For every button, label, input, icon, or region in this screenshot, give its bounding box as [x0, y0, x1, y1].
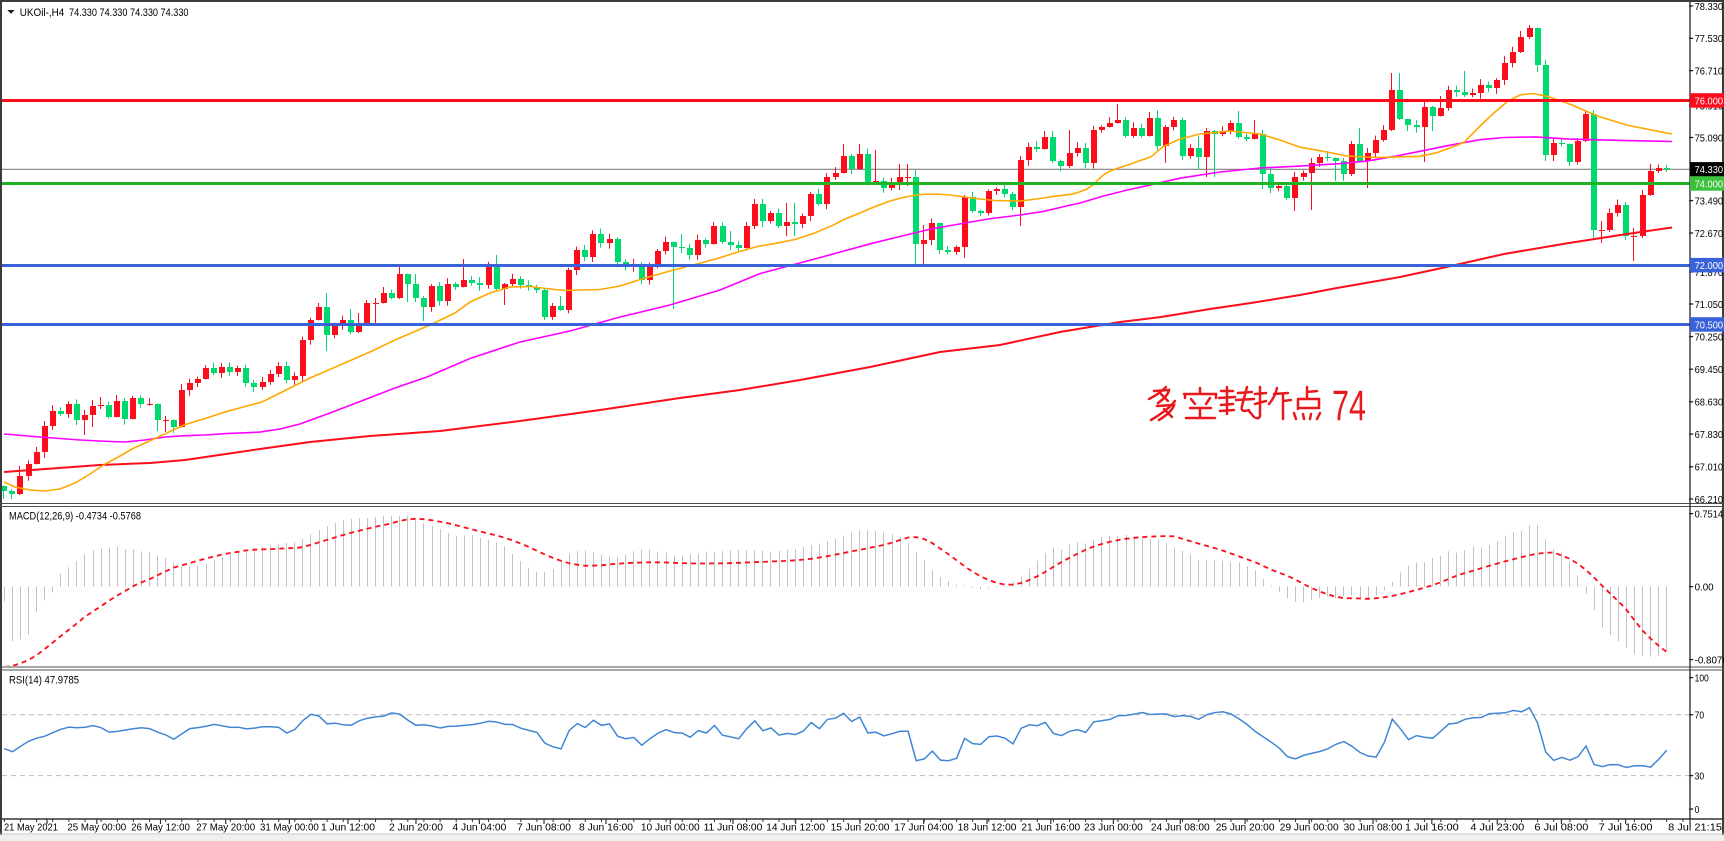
- svg-text:77.530: 77.530: [1695, 33, 1724, 45]
- svg-text:0: 0: [1695, 804, 1700, 816]
- svg-text:68.630: 68.630: [1695, 397, 1724, 409]
- svg-text:66.210: 66.210: [1695, 494, 1724, 506]
- svg-text:0.7514: 0.7514: [1695, 509, 1724, 521]
- svg-text:25 Jun 20:00: 25 Jun 20:00: [1216, 822, 1275, 834]
- svg-text:67.830: 67.830: [1695, 429, 1724, 441]
- svg-text:8 Jun 16:00: 8 Jun 16:00: [579, 822, 633, 834]
- svg-text:10 Jun 00:00: 10 Jun 00:00: [641, 822, 700, 834]
- svg-text:2 Jun 20:00: 2 Jun 20:00: [389, 822, 443, 834]
- svg-text:71.050: 71.050: [1695, 299, 1724, 311]
- svg-text:8 Jul 21:15: 8 Jul 21:15: [1668, 822, 1722, 834]
- svg-text:100: 100: [1695, 673, 1709, 685]
- svg-text:0.00: 0.00: [1695, 582, 1714, 594]
- svg-text:72.000: 72.000: [1695, 260, 1724, 272]
- svg-text:18 Jun 12:00: 18 Jun 12:00: [958, 822, 1017, 834]
- svg-text:74.330 74.330 74.330 74.330: 74.330 74.330 74.330 74.330: [69, 7, 189, 19]
- svg-text:75.090: 75.090: [1695, 132, 1724, 144]
- svg-text:27 May 20:00: 27 May 20:00: [196, 822, 255, 834]
- svg-text:6 Jul 08:00: 6 Jul 08:00: [1534, 822, 1588, 834]
- svg-text:1 Jul 16:00: 1 Jul 16:00: [1405, 822, 1459, 834]
- svg-text:70: 70: [1695, 710, 1705, 722]
- svg-text:23 Jun 00:00: 23 Jun 00:00: [1084, 822, 1143, 834]
- svg-text:76.000: 76.000: [1695, 95, 1724, 107]
- svg-text:30: 30: [1695, 771, 1705, 783]
- svg-text:30 Jun 08:00: 30 Jun 08:00: [1344, 822, 1403, 834]
- svg-text:74.330: 74.330: [1695, 164, 1724, 176]
- svg-text:73.490: 73.490: [1695, 196, 1724, 208]
- svg-text:17 Jun 04:00: 17 Jun 04:00: [894, 822, 953, 834]
- svg-text:24 Jun 08:00: 24 Jun 08:00: [1151, 822, 1210, 834]
- svg-text:25 May 00:00: 25 May 00:00: [67, 822, 126, 834]
- svg-text:1 Jun 12:00: 1 Jun 12:00: [321, 822, 375, 834]
- svg-text:11 Jun 08:00: 11 Jun 08:00: [704, 822, 763, 834]
- svg-text:7 Jul 16:00: 7 Jul 16:00: [1599, 822, 1653, 834]
- svg-text:76.710: 76.710: [1695, 66, 1724, 78]
- svg-text:21 May 2021: 21 May 2021: [4, 822, 58, 834]
- svg-text:4 Jul 23:00: 4 Jul 23:00: [1470, 822, 1524, 834]
- svg-text:67.010: 67.010: [1695, 462, 1724, 474]
- svg-text:70.500: 70.500: [1695, 319, 1724, 331]
- svg-text:UKOil-,H4: UKOil-,H4: [20, 7, 65, 19]
- svg-text:74.000: 74.000: [1695, 178, 1724, 190]
- svg-text:21 Jun 16:00: 21 Jun 16:00: [1021, 822, 1080, 834]
- svg-text:4 Jun 04:00: 4 Jun 04:00: [452, 822, 506, 834]
- svg-text:MACD(12,26,9) -0.4734 -0.5768: MACD(12,26,9) -0.4734 -0.5768: [9, 511, 141, 523]
- svg-text:15 Jun 20:00: 15 Jun 20:00: [831, 822, 890, 834]
- svg-text:-0.8076: -0.8076: [1695, 655, 1724, 667]
- svg-text:RSI(14) 47.9785: RSI(14) 47.9785: [9, 675, 79, 687]
- svg-text:26 May 12:00: 26 May 12:00: [131, 822, 190, 834]
- svg-text:78.330: 78.330: [1695, 1, 1724, 13]
- svg-text:14 Jun 12:00: 14 Jun 12:00: [766, 822, 825, 834]
- svg-text:69.450: 69.450: [1695, 364, 1724, 376]
- svg-text:74: 74: [1332, 382, 1366, 430]
- svg-text:70.250: 70.250: [1695, 332, 1724, 344]
- svg-text:7 Jun 08:00: 7 Jun 08:00: [517, 822, 571, 834]
- svg-text:29 Jun 00:00: 29 Jun 00:00: [1280, 822, 1339, 834]
- svg-text:72.670: 72.670: [1695, 228, 1724, 240]
- svg-text:31 May 00:00: 31 May 00:00: [260, 822, 319, 834]
